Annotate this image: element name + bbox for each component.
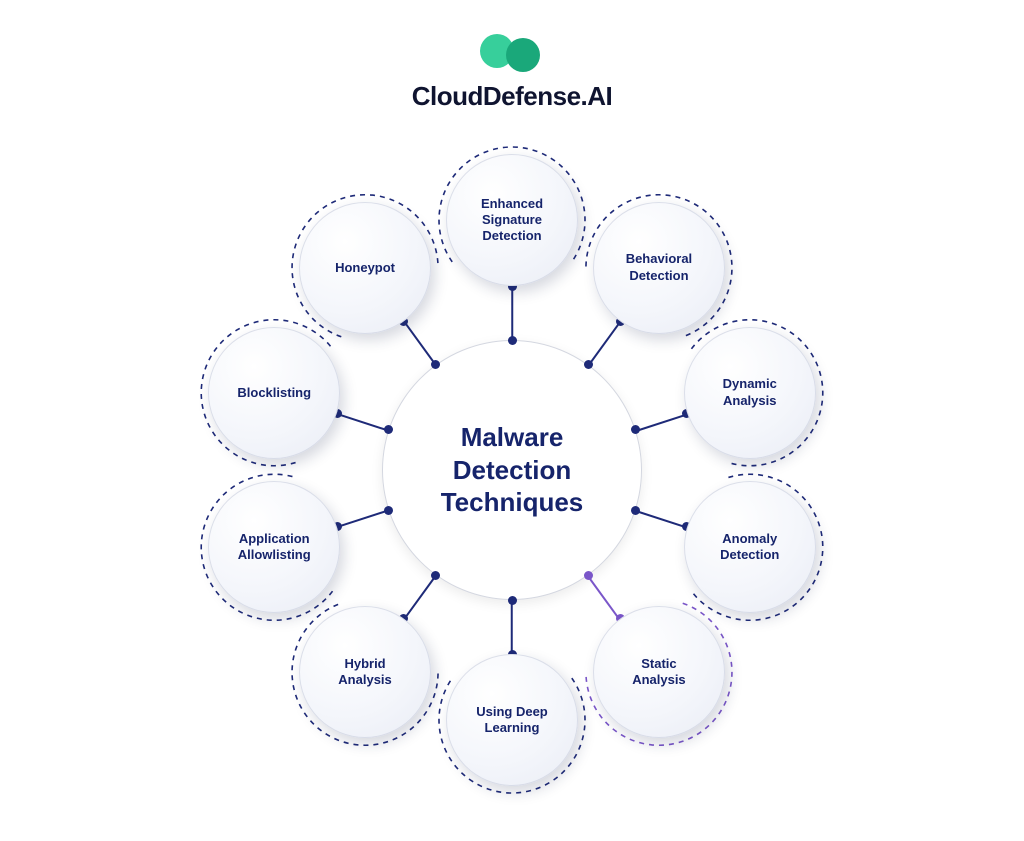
connector <box>403 321 436 366</box>
connector <box>588 575 621 620</box>
radial-diagram: MalwareDetectionTechniques EnhancedSigna… <box>0 0 1024 841</box>
connector <box>337 413 389 431</box>
technique-node: StaticAnalysis <box>593 606 725 738</box>
technique-label: EnhancedSignatureDetection <box>473 196 551 245</box>
technique-label: DynamicAnalysis <box>715 376 785 409</box>
technique-node: Honeypot <box>299 202 431 334</box>
connector-dot <box>384 506 393 515</box>
connector <box>511 287 513 341</box>
connector <box>511 601 513 655</box>
connector-dot <box>508 596 517 605</box>
connector-dot <box>584 571 593 580</box>
technique-node: DynamicAnalysis <box>684 327 816 459</box>
technique-node: ApplicationAllowlisting <box>208 481 340 613</box>
connector-dot <box>431 571 440 580</box>
connector <box>403 575 436 620</box>
technique-label: ApplicationAllowlisting <box>230 531 319 564</box>
connector-dot <box>631 506 640 515</box>
center-label: MalwareDetectionTechniques <box>441 421 584 519</box>
technique-label: BehavioralDetection <box>618 251 700 284</box>
technique-label: Blocklisting <box>229 385 319 401</box>
technique-label: Using DeepLearning <box>468 704 556 737</box>
connector <box>635 510 687 528</box>
technique-label: HybridAnalysis <box>330 656 399 689</box>
connector <box>635 413 687 431</box>
connector-dot <box>631 425 640 434</box>
connector <box>588 321 621 366</box>
technique-node: Using DeepLearning <box>446 654 578 786</box>
center-node: MalwareDetectionTechniques <box>382 340 642 600</box>
technique-node: Blocklisting <box>208 327 340 459</box>
technique-label: AnomalyDetection <box>712 531 787 564</box>
technique-node: HybridAnalysis <box>299 606 431 738</box>
technique-node: EnhancedSignatureDetection <box>446 154 578 286</box>
connector-dot <box>508 336 517 345</box>
technique-node: AnomalyDetection <box>684 481 816 613</box>
technique-label: StaticAnalysis <box>624 656 693 689</box>
technique-label: Honeypot <box>327 260 403 276</box>
technique-node: BehavioralDetection <box>593 202 725 334</box>
connector <box>337 510 389 528</box>
